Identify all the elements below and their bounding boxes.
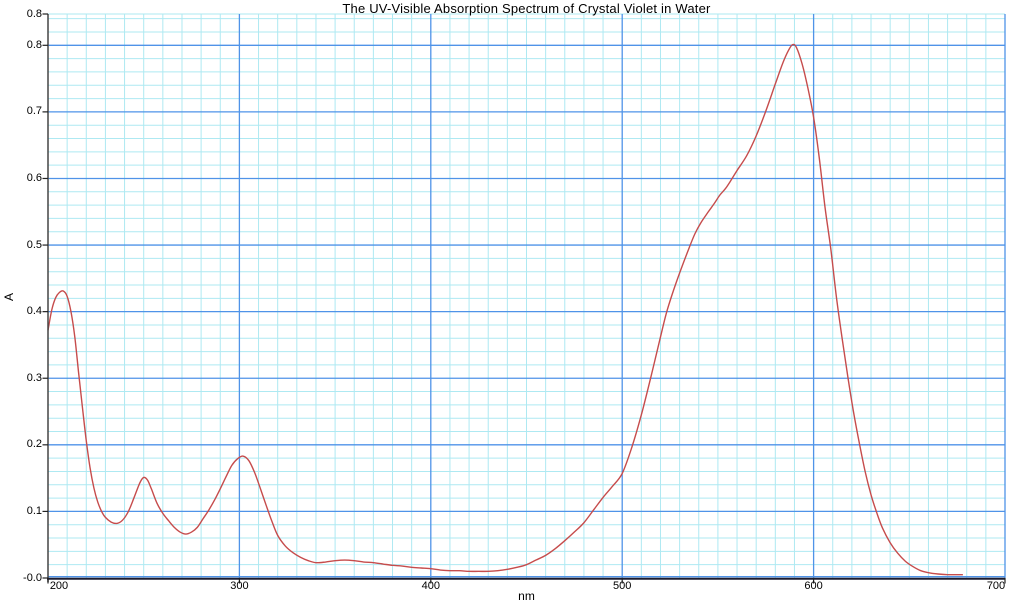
y-tick-label: -0.0 xyxy=(23,571,42,584)
y-tick-label: 0.8 xyxy=(26,7,42,20)
x-tick-label: 600 xyxy=(804,580,823,592)
x-tick-label: 700 xyxy=(986,580,1006,592)
chart-title: The UV-Visible Absorption Spectrum of Cr… xyxy=(342,1,711,16)
y-tick-label: 0.7 xyxy=(26,105,42,118)
x-tick-label: 300 xyxy=(230,580,249,592)
y-tick-label: 0.6 xyxy=(26,171,42,184)
axes xyxy=(47,14,1005,582)
major-grid xyxy=(48,14,1006,578)
y-tick-label: 0.1 xyxy=(26,504,42,517)
y-tick-label: 0.8 xyxy=(26,38,42,51)
x-tick-label: 500 xyxy=(613,580,632,592)
y-tick-label: 0.2 xyxy=(26,438,42,451)
y-tick-label: 0.5 xyxy=(26,238,42,251)
y-tick-label: 0.4 xyxy=(26,305,42,318)
spectrum-curve xyxy=(47,43,963,576)
minor-grid xyxy=(48,13,1005,578)
x-tick-label: 200 xyxy=(49,580,69,592)
x-tick-label: 400 xyxy=(421,580,440,592)
y-axis-label: A xyxy=(2,293,16,302)
axis-ticks xyxy=(42,13,1006,584)
absorbance-curve xyxy=(47,43,963,576)
y-tick-label: 0.3 xyxy=(26,371,42,384)
x-axis-label: nm xyxy=(518,589,535,603)
